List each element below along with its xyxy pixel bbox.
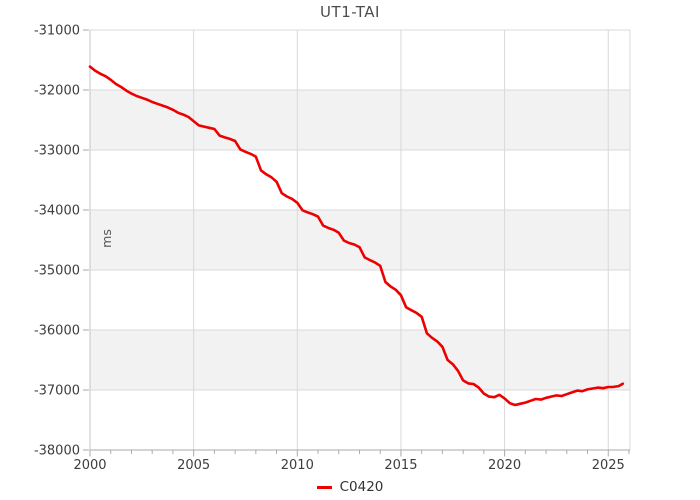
- y-tick-label: -34000: [34, 204, 80, 219]
- legend: C0420: [0, 479, 700, 495]
- series-line-c0420: [88, 65, 625, 407]
- legend-item-c0420[interactable]: C0420: [339, 479, 384, 495]
- series-color-dash-icon: [316, 485, 332, 489]
- y-tick-label: -33000: [34, 144, 80, 159]
- x-tick-label: 2000: [73, 458, 106, 473]
- x-tick-label: 2005: [177, 458, 210, 473]
- x-tick-label: 2015: [384, 458, 417, 473]
- y-tick-label: -32000: [34, 84, 80, 99]
- x-tick-label: 2025: [592, 458, 625, 473]
- chart-title: UT1-TAI: [320, 3, 380, 21]
- x-tick-label: 2010: [281, 458, 314, 473]
- plot-band: [90, 90, 630, 150]
- x-tick-label: 2020: [488, 458, 521, 473]
- plot-band: [90, 330, 630, 390]
- y-tick-label: -38000: [34, 444, 80, 459]
- y-tick-label: -31000: [34, 24, 80, 39]
- y-tick-label: -36000: [34, 324, 80, 339]
- y-tick-label: -37000: [34, 384, 80, 399]
- plot-band: [90, 210, 630, 270]
- y-axis-unit-label: ms: [98, 229, 114, 248]
- y-tick-label: -35000: [34, 264, 80, 279]
